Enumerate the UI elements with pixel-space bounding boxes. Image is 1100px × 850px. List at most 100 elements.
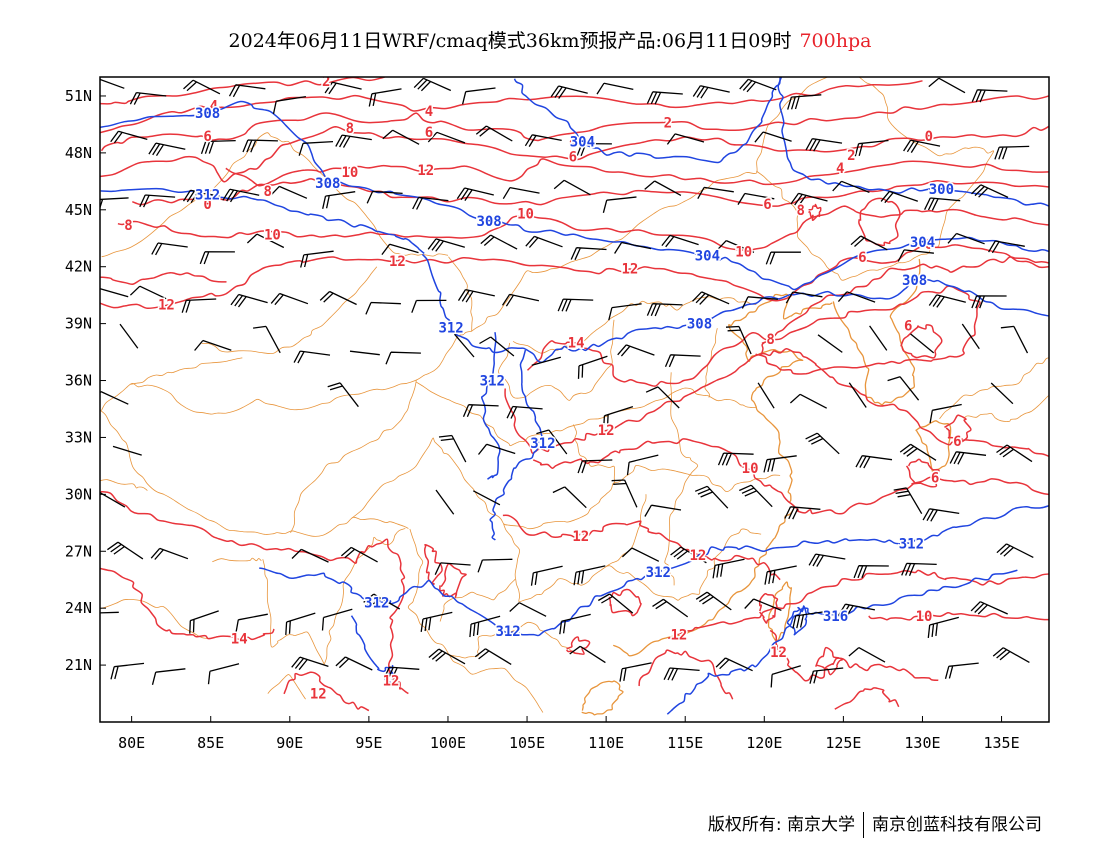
temperature-label: 6 xyxy=(953,434,961,450)
geopotential-label: 312 xyxy=(195,188,220,204)
border-line xyxy=(832,259,921,406)
wind-barb xyxy=(199,251,235,265)
wind-barb xyxy=(363,593,401,610)
temperature-label: 10 xyxy=(517,207,534,223)
wind-barb xyxy=(475,125,513,142)
border-line xyxy=(756,77,994,281)
temperature-contour xyxy=(834,687,900,710)
wind-barb xyxy=(614,241,652,254)
temperature-contour xyxy=(100,244,1049,310)
geopotential-contour xyxy=(777,77,1049,207)
temperature-label: 6 xyxy=(858,250,866,266)
geopotential-label: 312 xyxy=(480,374,505,390)
border-line xyxy=(939,357,1049,420)
wind-barb xyxy=(739,484,773,508)
wind-barb xyxy=(300,250,334,268)
wind-barb xyxy=(992,647,1030,663)
temperature-label: 2 xyxy=(322,74,330,90)
border-line xyxy=(915,420,952,476)
border-line xyxy=(101,330,472,415)
temperature-contour xyxy=(758,593,779,624)
wind-barb xyxy=(456,187,494,201)
wind-barb xyxy=(525,235,563,248)
temperature-contour xyxy=(808,203,822,222)
wind-barb xyxy=(230,293,268,308)
temperature-label: 12 xyxy=(598,423,615,439)
temperature-label: 10 xyxy=(735,245,752,261)
wind-barb xyxy=(763,455,797,473)
wind-barb xyxy=(644,504,682,517)
temperature-contour xyxy=(283,671,370,712)
temperature-label: 10 xyxy=(341,165,358,181)
wind-barb xyxy=(787,94,822,110)
geopotential-contour xyxy=(480,332,501,480)
geopotential-label: 312 xyxy=(646,565,671,581)
temperature-label: 12 xyxy=(158,298,175,314)
geopotential-label: 308 xyxy=(195,106,220,122)
wind-barb xyxy=(739,78,777,93)
wind-barb xyxy=(597,593,634,614)
border-line xyxy=(664,372,699,586)
wind-barb xyxy=(619,662,652,682)
border-line xyxy=(572,424,615,485)
temperature-label: 6 xyxy=(904,319,912,335)
geopotential-contour xyxy=(421,253,1049,364)
geopotential-label: 308 xyxy=(476,214,501,230)
lat-tick-label: 45N xyxy=(65,201,92,219)
wind-barb xyxy=(646,91,683,105)
wind-barb xyxy=(100,78,125,89)
border-line xyxy=(498,319,615,401)
temperature-contour xyxy=(566,636,591,655)
wind-barb xyxy=(107,541,144,560)
wind-barb xyxy=(242,139,278,153)
wind-barb xyxy=(573,565,606,586)
temperature-contour xyxy=(755,285,981,375)
wind-barb xyxy=(854,139,889,157)
wind-barb xyxy=(139,194,176,208)
wind-barb xyxy=(785,291,823,304)
wind-barb xyxy=(869,325,888,351)
temperature-label: 4 xyxy=(836,161,844,177)
temperature-contour xyxy=(100,95,1049,152)
border-line xyxy=(407,528,575,659)
wind-barb xyxy=(420,611,453,632)
wind-barb xyxy=(366,190,403,204)
wind-barb xyxy=(603,405,634,429)
temperature-label: 14 xyxy=(231,632,248,648)
geopotential-label: 308 xyxy=(315,176,340,192)
temperature-contour xyxy=(608,588,642,617)
geopotential-label: 300 xyxy=(929,182,954,198)
temperature-label: 12 xyxy=(417,163,434,179)
wind-barb xyxy=(509,602,547,617)
border-line xyxy=(290,380,417,533)
temperature-label: 0 xyxy=(203,197,211,213)
border-line xyxy=(963,395,1049,422)
temperature-contour xyxy=(117,205,1049,251)
wind-barb xyxy=(837,291,876,303)
wind-barb xyxy=(321,608,353,631)
wind-barb xyxy=(291,656,329,671)
wind-barb xyxy=(611,479,638,508)
border-line xyxy=(267,674,306,700)
temperature-label: 6 xyxy=(931,470,939,486)
border-line xyxy=(581,680,624,716)
lat-tick-label: 51N xyxy=(65,87,92,105)
wind-barb xyxy=(207,663,240,685)
wind-barb xyxy=(194,339,232,351)
wind-barb xyxy=(947,232,985,245)
wind-barb xyxy=(434,562,471,575)
wind-barb xyxy=(848,382,867,408)
lat-tick-label: 39N xyxy=(65,315,92,333)
wind-barb xyxy=(754,131,792,143)
temperature-label: 12 xyxy=(572,529,589,545)
temperature-contour xyxy=(225,158,1049,187)
wind-barb xyxy=(716,240,755,253)
wind-barb xyxy=(646,303,683,317)
wind-barb xyxy=(652,598,689,618)
wind-barb xyxy=(853,565,889,579)
wind-barb xyxy=(663,667,700,681)
border-line xyxy=(767,581,792,643)
wind-barb xyxy=(411,299,447,313)
temperature-label: 10 xyxy=(742,461,759,477)
temperature-contour xyxy=(100,567,275,642)
